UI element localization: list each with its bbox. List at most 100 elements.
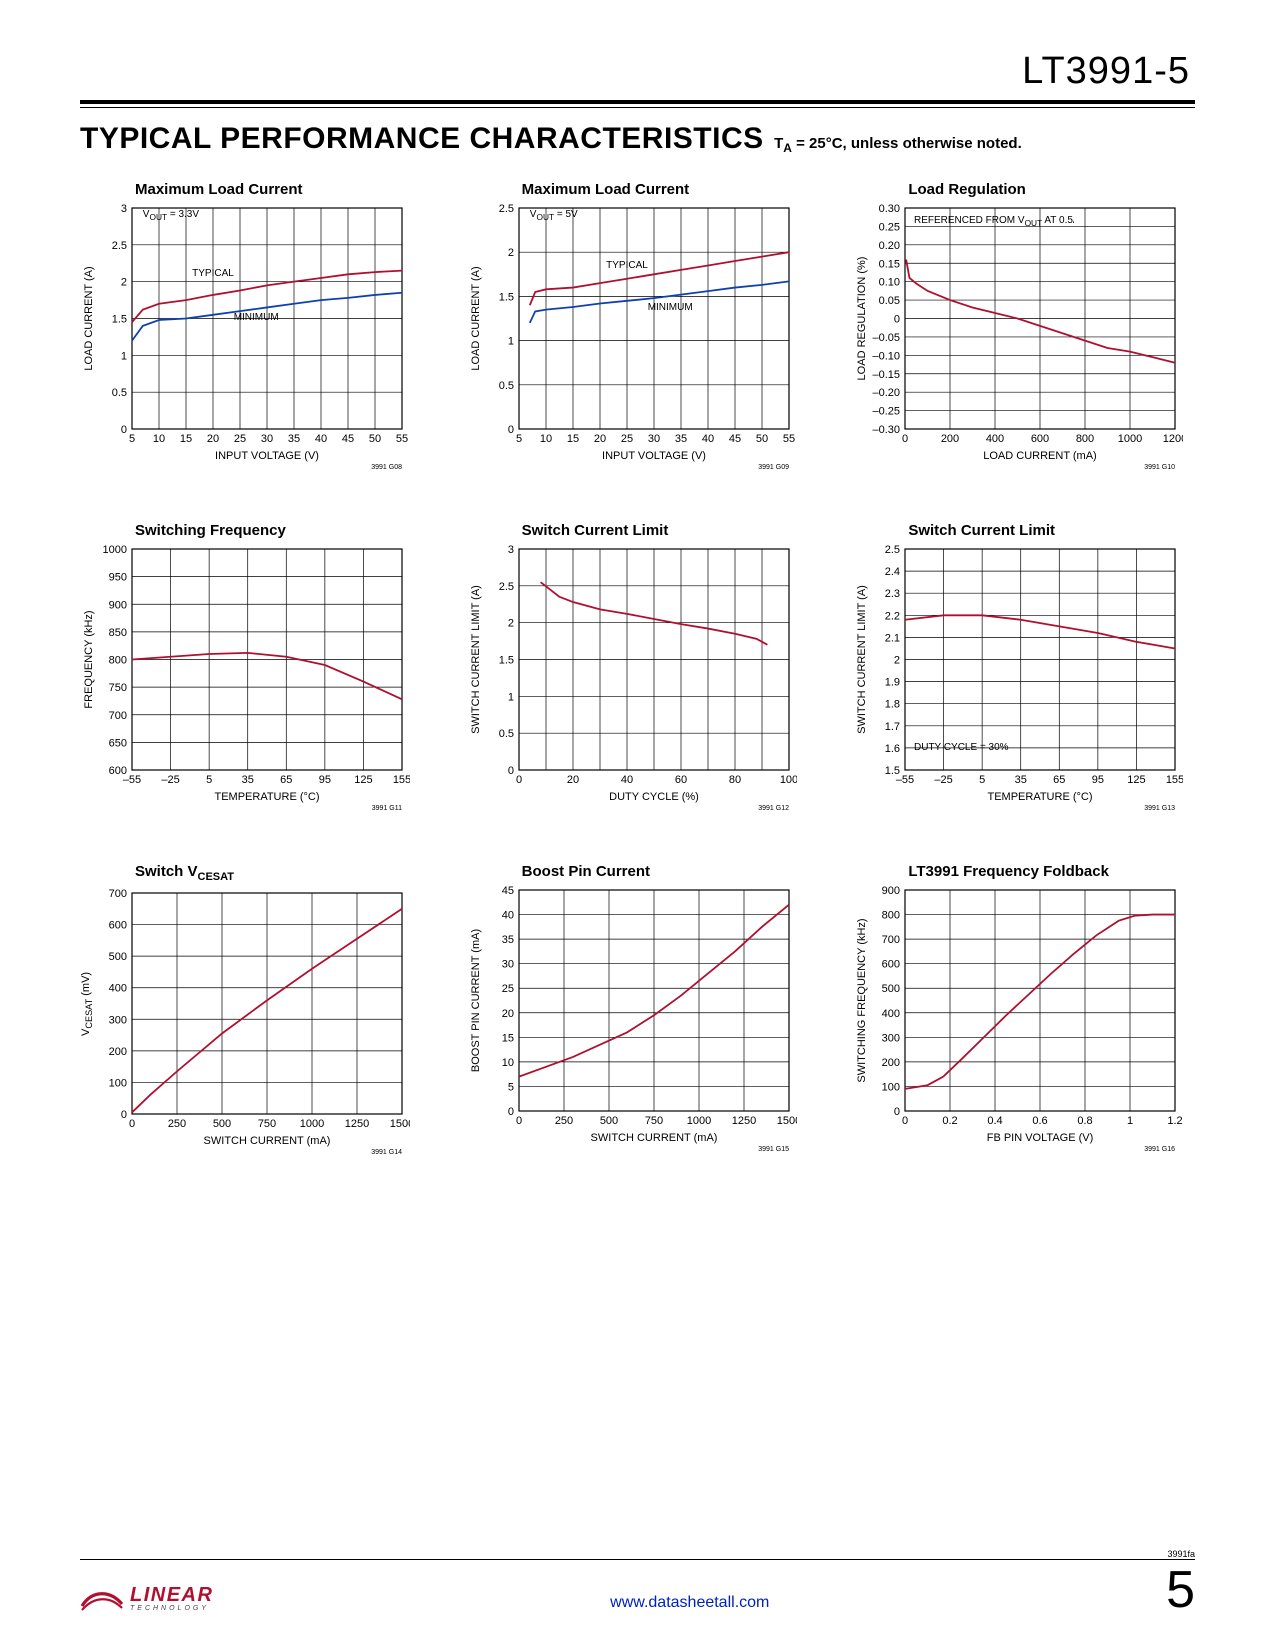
chart-title: Switch Current Limit: [522, 522, 809, 539]
svg-text:45: 45: [342, 433, 354, 445]
svg-text:400: 400: [109, 983, 127, 995]
svg-text:100: 100: [882, 1081, 900, 1093]
svg-text:2.3: 2.3: [885, 588, 900, 600]
svg-text:1500: 1500: [390, 1118, 410, 1130]
svg-text:750: 750: [109, 682, 127, 694]
svg-text:SWITCH CURRENT (mA): SWITCH CURRENT (mA): [204, 1135, 331, 1147]
svg-text:900: 900: [882, 885, 900, 897]
svg-text:0: 0: [894, 314, 900, 326]
svg-text:3991 G12: 3991 G12: [758, 805, 789, 812]
chart-title: Switching Frequency: [135, 522, 422, 539]
section-header-row: TYPICAL PERFORMANCE CHARACTERISTICS TA =…: [80, 122, 1195, 156]
chart-svg: 02040608010000.511.522.53DUTY CYCLE (%)S…: [467, 543, 797, 818]
svg-text:750: 750: [258, 1118, 276, 1130]
svg-text:3991 G08: 3991 G08: [371, 464, 402, 471]
svg-text:1: 1: [508, 336, 514, 348]
svg-text:10: 10: [153, 433, 165, 445]
svg-text:0.30: 0.30: [879, 203, 900, 215]
svg-text:60: 60: [675, 774, 687, 786]
chart-title: Load Regulation: [908, 181, 1195, 198]
page-footer: 3991fa LINEAR TECHNOLOGY www.datasheetal…: [80, 1549, 1195, 1612]
chart-svg: 00.20.40.60.811.201002003004005006007008…: [853, 884, 1183, 1159]
svg-text:100: 100: [779, 774, 796, 786]
svg-text:125: 125: [354, 774, 372, 786]
svg-text:20: 20: [567, 774, 579, 786]
svg-text:650: 650: [109, 737, 127, 749]
part-number: LT3991-5: [1022, 50, 1190, 93]
svg-text:3991 G09: 3991 G09: [758, 464, 789, 471]
svg-text:–0.25: –0.25: [873, 406, 901, 418]
svg-text:65: 65: [280, 774, 292, 786]
svg-text:1: 1: [508, 691, 514, 703]
svg-text:50: 50: [756, 433, 768, 445]
svg-text:3991 G11: 3991 G11: [372, 805, 402, 812]
svg-text:40: 40: [315, 433, 327, 445]
chart-svg: –55–255356595125155600650700750800850900…: [80, 543, 410, 818]
svg-text:DUTY CYCLE (%): DUTY CYCLE (%): [609, 791, 699, 803]
svg-text:30: 30: [261, 433, 273, 445]
svg-text:5: 5: [516, 433, 522, 445]
svg-text:400: 400: [882, 1008, 900, 1020]
header-rule: [80, 100, 1195, 108]
svg-text:200: 200: [941, 433, 959, 445]
svg-text:TEMPERATURE (°C): TEMPERATURE (°C): [214, 791, 319, 803]
svg-text:3991 G10: 3991 G10: [1145, 464, 1176, 471]
svg-text:400: 400: [986, 433, 1004, 445]
svg-text:155: 155: [393, 774, 410, 786]
svg-text:2.5: 2.5: [498, 581, 513, 593]
svg-text:800: 800: [109, 655, 127, 667]
svg-text:0: 0: [516, 774, 522, 786]
svg-text:LOAD REGULATION (%): LOAD REGULATION (%): [856, 257, 868, 381]
svg-text:–25: –25: [935, 774, 953, 786]
svg-text:30: 30: [648, 433, 660, 445]
svg-text:600: 600: [109, 920, 127, 932]
section-title: TYPICAL PERFORMANCE CHARACTERISTICS: [80, 122, 764, 156]
svg-text:5: 5: [129, 433, 135, 445]
svg-text:1: 1: [1127, 1115, 1133, 1127]
svg-text:1: 1: [121, 350, 127, 362]
chart-svg: 0250500750100012501500010020030040050060…: [80, 887, 410, 1162]
svg-text:45: 45: [729, 433, 741, 445]
charts-grid: Maximum Load Current51015202530354045505…: [80, 181, 1195, 1162]
svg-text:35: 35: [242, 774, 254, 786]
svg-text:5: 5: [206, 774, 212, 786]
svg-text:65: 65: [1053, 774, 1065, 786]
svg-text:1.2: 1.2: [1168, 1115, 1183, 1127]
chart-g09: Maximum Load Current51015202530354045505…: [467, 181, 809, 477]
svg-text:–0.30: –0.30: [873, 424, 901, 436]
section-condition: TA = 25°C, unless otherwise noted.: [774, 135, 1022, 155]
svg-text:0.2: 0.2: [943, 1115, 958, 1127]
svg-text:40: 40: [501, 910, 513, 922]
svg-text:BOOST PIN CURRENT (mA): BOOST PIN CURRENT (mA): [470, 929, 482, 1072]
svg-text:1000: 1000: [300, 1118, 324, 1130]
svg-text:500: 500: [882, 983, 900, 995]
svg-text:1250: 1250: [731, 1115, 755, 1127]
svg-text:25: 25: [501, 983, 513, 995]
svg-text:10: 10: [540, 433, 552, 445]
svg-text:25: 25: [234, 433, 246, 445]
svg-text:950: 950: [109, 572, 127, 584]
chart-title: Boost Pin Current: [522, 863, 809, 880]
svg-text:20: 20: [501, 1008, 513, 1020]
svg-text:700: 700: [109, 888, 127, 900]
footer-url[interactable]: www.datasheetall.com: [610, 1594, 769, 1612]
svg-text:5: 5: [508, 1081, 514, 1093]
svg-text:0.5: 0.5: [112, 387, 127, 399]
svg-text:200: 200: [109, 1046, 127, 1058]
svg-text:0: 0: [508, 1106, 514, 1118]
svg-text:1.5: 1.5: [112, 314, 127, 326]
svg-text:1000: 1000: [1118, 433, 1142, 445]
svg-text:1.7: 1.7: [885, 721, 900, 733]
svg-text:30: 30: [501, 959, 513, 971]
svg-text:700: 700: [882, 934, 900, 946]
chart-svg: –55–2553565951251551.51.61.71.81.922.12.…: [853, 543, 1183, 818]
svg-text:LOAD CURRENT (A): LOAD CURRENT (A): [83, 266, 95, 370]
svg-text:SWITCH CURRENT LIMIT (A): SWITCH CURRENT LIMIT (A): [470, 585, 482, 734]
svg-text:0.20: 0.20: [879, 240, 900, 252]
svg-text:2: 2: [121, 277, 127, 289]
chart-title: Switch Current Limit: [908, 522, 1195, 539]
svg-text:600: 600: [109, 765, 127, 777]
svg-text:0.5: 0.5: [498, 380, 513, 392]
svg-text:1000: 1000: [686, 1115, 710, 1127]
svg-text:2.4: 2.4: [885, 566, 900, 578]
